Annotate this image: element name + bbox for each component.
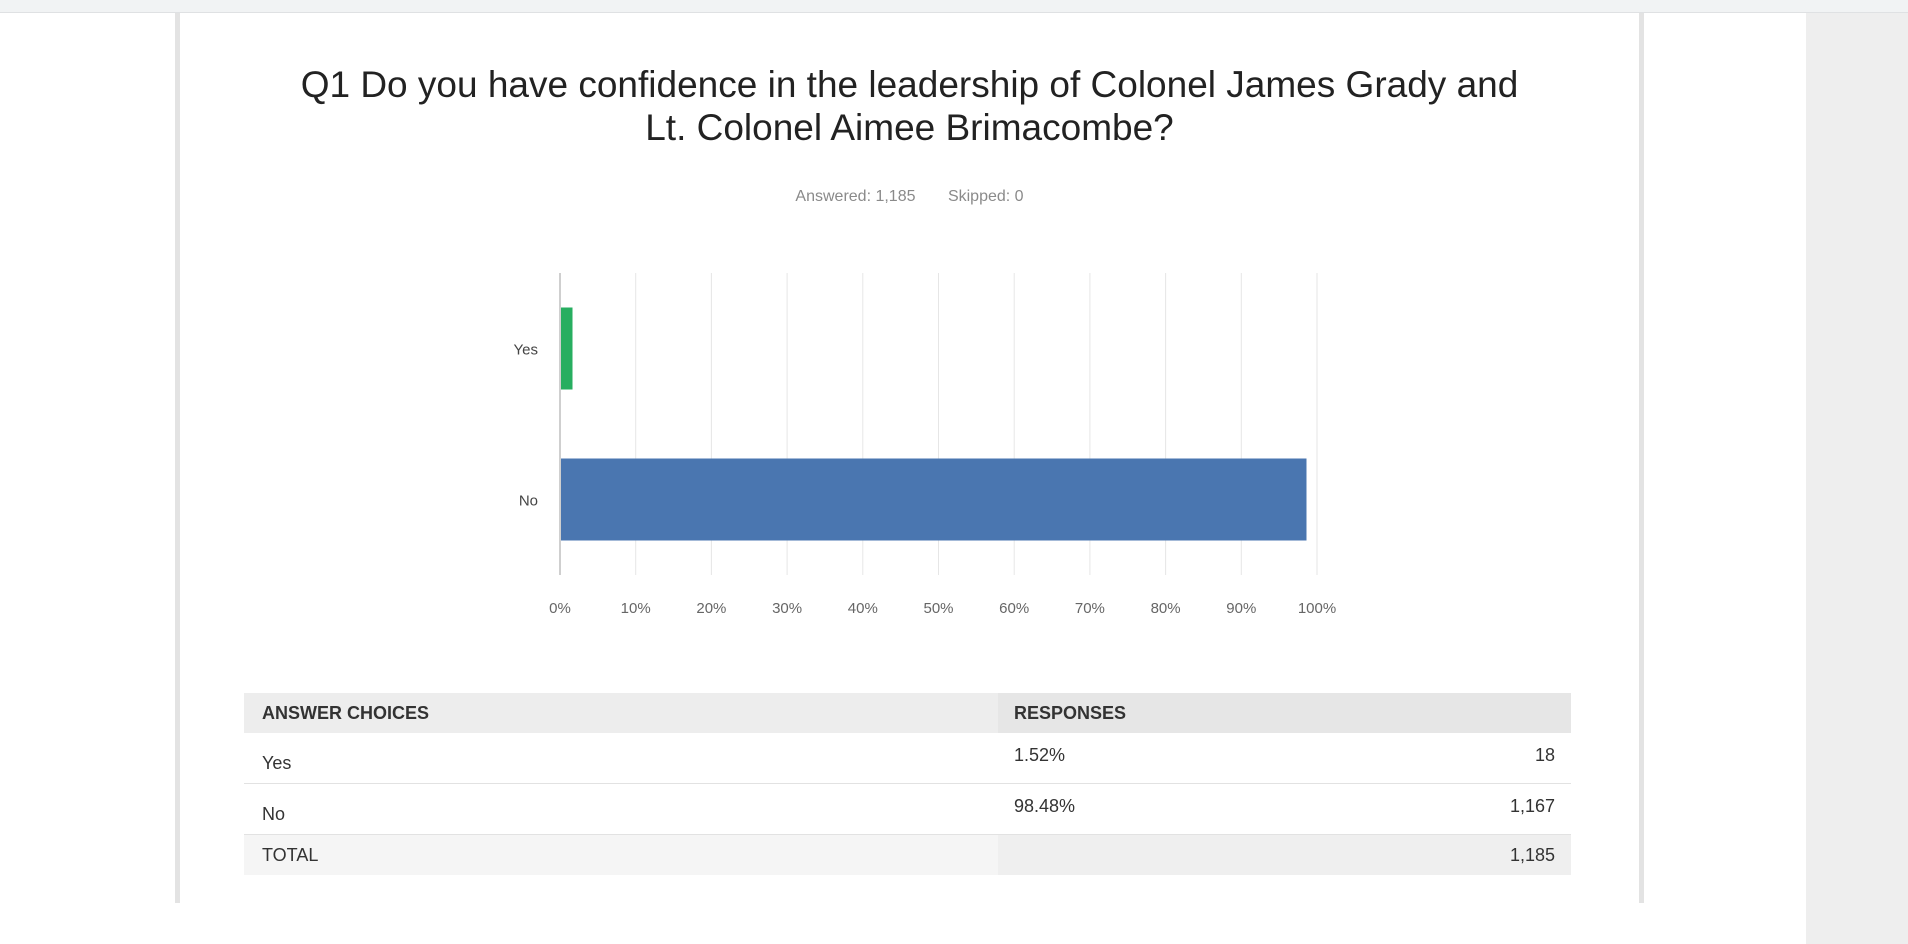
x-tick-label: 100% [1298,600,1336,617]
response-stats: Answered: 1,185 Skipped: 0 [180,188,1639,206]
bar-yes [561,307,573,390]
x-tick-label: 50% [923,600,953,617]
x-tick-label: 80% [1151,600,1181,617]
header-responses: RESPONSES [998,693,1571,733]
answer-choice: Yes [262,753,292,773]
chart-category-labels: Yes No [514,342,538,510]
response-count: 18 [1534,745,1555,765]
x-tick-label: 20% [696,600,726,617]
x-tick-label: 40% [848,600,878,617]
category-label: No [519,493,538,510]
table-total-row: TOTAL 1,185 [244,835,1571,875]
header-answer-choices: ANSWER CHOICES [262,703,430,723]
table-row: Yes 1.52% 18 [244,733,1571,784]
answered-count: Answered: 1,185 [795,188,916,205]
table-header-row: ANSWER CHOICES RESPONSES [244,693,1571,733]
bar-no [561,458,1307,541]
response-bar-chart: Yes No 0% 10% 20% 30% 40% 50% 60% 70% 80% 90% 100% [514,273,1336,617]
response-percent: 98.48% [1014,796,1076,816]
x-tick-label: 10% [621,600,651,617]
answer-choice: No [262,804,286,824]
question-title-line-1: Q1 Do you have confidence in the leaders… [300,64,1519,105]
total-count: 1,185 [1509,845,1555,865]
question-title: Q1 Do you have confidence in the leaders… [180,63,1639,149]
right-side-panel [1806,13,1908,944]
x-tick-label: 30% [772,600,802,617]
response-count: 1,167 [1509,796,1555,816]
browser-top-bar [0,0,1908,13]
chart-bars [561,307,1307,541]
x-tick-label: 90% [1226,600,1256,617]
x-tick-label: 0% [549,600,571,617]
chart-x-tick-labels: 0% 10% 20% 30% 40% 50% 60% 70% 80% 90% 100% [549,600,1336,617]
table-row: No 98.48% 1,167 [244,784,1571,835]
responses-table: ANSWER CHOICES RESPONSES Yes 1.52% 18 No… [244,693,1571,875]
x-tick-label: 70% [1075,600,1105,617]
response-percent: 1.52% [1014,745,1066,765]
x-tick-label: 60% [999,600,1029,617]
total-label: TOTAL [262,845,319,865]
category-label: Yes [514,342,538,359]
skipped-count: Skipped: 0 [947,188,1024,205]
total-spacer [998,835,1571,875]
survey-page: Q1 Do you have confidence in the leaders… [175,13,1644,903]
question-title-line-2: Lt. Colonel Aimee Brimacombe? [645,107,1174,148]
